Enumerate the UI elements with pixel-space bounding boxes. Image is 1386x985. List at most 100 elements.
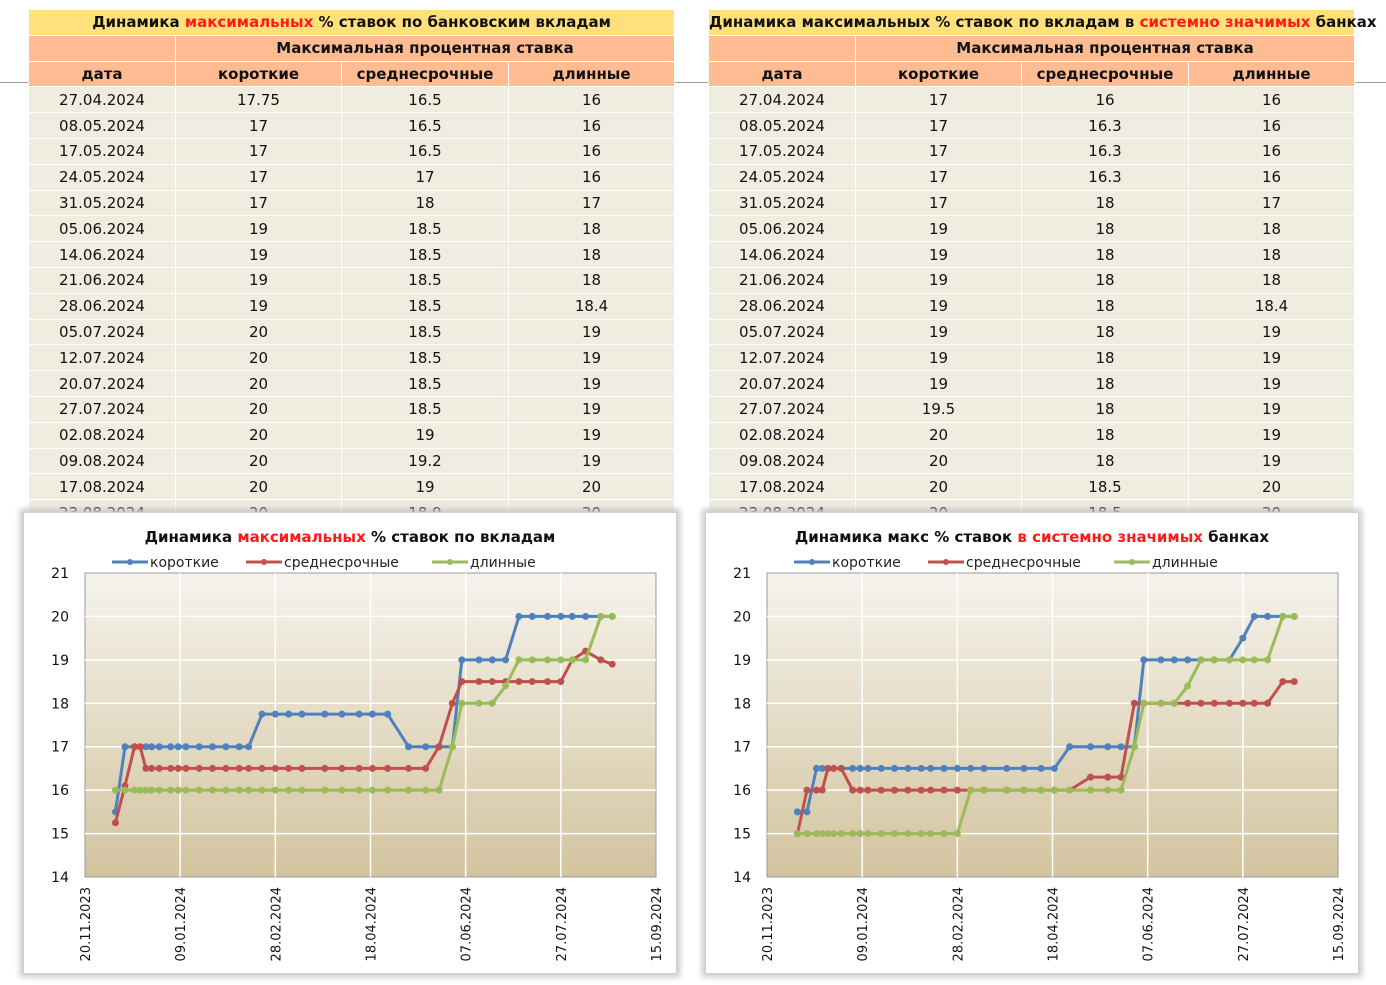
cell-date: 28.06.2024 <box>708 292 856 320</box>
data-point-mid <box>148 764 156 772</box>
cell-mid: 16.5 <box>341 86 509 114</box>
data-point-long <box>608 612 616 620</box>
data-point-short <box>940 764 948 772</box>
col-header: среднесрочные <box>341 60 509 88</box>
series-line-short <box>113 614 613 813</box>
cell-long: 17 <box>1188 189 1355 217</box>
data-point-mid <box>830 764 838 772</box>
cell-date: 24.05.2024 <box>708 163 856 191</box>
data-point-short <box>1239 634 1247 642</box>
data-point-long <box>1130 743 1138 751</box>
data-point-short <box>818 764 826 772</box>
data-point-short <box>864 764 872 772</box>
data-point-mid <box>422 764 430 772</box>
x-tick-label: 27.07.2024 <box>555 887 570 961</box>
table-max-rates: Динамика максимальных % ставок по банков… <box>27 9 676 526</box>
data-point-mid <box>182 764 190 772</box>
data-point-mid <box>384 764 392 772</box>
data-point-mid <box>608 660 616 668</box>
cell-mid: 18.5 <box>341 344 509 372</box>
cell-date: 09.08.2024 <box>708 447 856 475</box>
cell-date: 08.05.2024 <box>708 112 856 139</box>
data-point-mid <box>864 786 872 794</box>
data-point-long <box>298 786 306 794</box>
cell-long: 19 <box>507 395 676 423</box>
cell-long: 19 <box>1188 447 1355 475</box>
data-point-short <box>1264 612 1272 620</box>
chart-title-part: максимальных <box>237 528 366 546</box>
group-header: Максимальная процентная ставка <box>174 34 676 62</box>
chart-title-part: банках <box>1203 528 1269 546</box>
data-point-short <box>1037 764 1045 772</box>
cell-long: 19 <box>507 447 676 475</box>
cell-mid: 18 <box>1021 370 1189 397</box>
data-point-short <box>803 808 811 816</box>
data-point-long <box>927 830 935 838</box>
legend-label-short: короткие <box>150 555 219 571</box>
col-header: среднесрочные <box>1021 60 1189 88</box>
data-point-short <box>953 764 961 772</box>
data-point-long <box>1050 786 1058 794</box>
data-point-short <box>235 743 243 751</box>
data-point-mid <box>1264 699 1272 707</box>
data-point-short <box>298 710 306 718</box>
data-point-short <box>142 743 150 751</box>
cell-long: 16 <box>1188 86 1355 114</box>
cell-mid: 18.5 <box>341 215 509 243</box>
data-point-long <box>235 786 243 794</box>
cell-mid: 19 <box>341 473 509 501</box>
cell-short: 17 <box>855 112 1022 139</box>
data-point-long <box>1184 682 1192 690</box>
data-point-mid <box>235 764 243 772</box>
cell-mid: 18.5 <box>341 370 509 397</box>
data-point-mid <box>1290 678 1298 686</box>
cell-short: 19.5 <box>855 395 1022 423</box>
cell-long: 19 <box>507 344 676 372</box>
cell-short: 17 <box>175 112 342 139</box>
data-point-long <box>953 830 961 838</box>
cell-mid: 18 <box>1021 292 1189 320</box>
data-point-mid <box>155 764 163 772</box>
cell-short: 19 <box>855 292 1022 320</box>
data-point-long <box>222 786 230 794</box>
cell-short: 19 <box>855 266 1022 294</box>
data-point-long <box>1210 656 1218 664</box>
cell-long: 16 <box>1188 163 1355 191</box>
data-point-long <box>967 786 975 794</box>
data-point-long <box>167 786 175 794</box>
cell-date: 05.07.2024 <box>708 318 856 346</box>
cell-short: 19 <box>175 215 342 243</box>
data-point-short <box>582 612 590 620</box>
cell-mid: 18.5 <box>341 318 509 346</box>
cell-long: 16 <box>507 112 676 139</box>
cell-mid: 18.5 <box>341 395 509 423</box>
data-point-long <box>824 830 832 838</box>
data-point-long <box>940 830 948 838</box>
data-point-short <box>355 710 363 718</box>
cell-mid: 18 <box>1021 215 1189 243</box>
data-point-short <box>1157 656 1165 664</box>
data-point-long <box>195 786 203 794</box>
data-point-mid <box>298 764 306 772</box>
data-point-mid <box>222 764 230 772</box>
data-point-long <box>271 786 279 794</box>
y-tick-label: 20 <box>51 609 69 625</box>
data-point-long <box>904 830 912 838</box>
data-point-long <box>515 656 523 664</box>
cell-long: 18 <box>1188 241 1355 268</box>
cell-long: 16 <box>507 86 676 114</box>
col-header: дата <box>28 60 176 88</box>
data-point-short <box>904 764 912 772</box>
cell-date: 21.06.2024 <box>708 266 856 294</box>
data-point-long <box>980 786 988 794</box>
cell-long: 19 <box>1188 421 1355 449</box>
cell-short: 17 <box>855 189 1022 217</box>
data-point-mid <box>1250 699 1258 707</box>
data-point-long <box>338 786 346 794</box>
cell-long: 19 <box>1188 395 1355 423</box>
data-point-long <box>877 830 885 838</box>
cell-date: 14.06.2024 <box>708 241 856 268</box>
cell-short: 19 <box>855 215 1022 243</box>
data-point-mid <box>1130 699 1138 707</box>
data-point-mid <box>940 786 948 794</box>
